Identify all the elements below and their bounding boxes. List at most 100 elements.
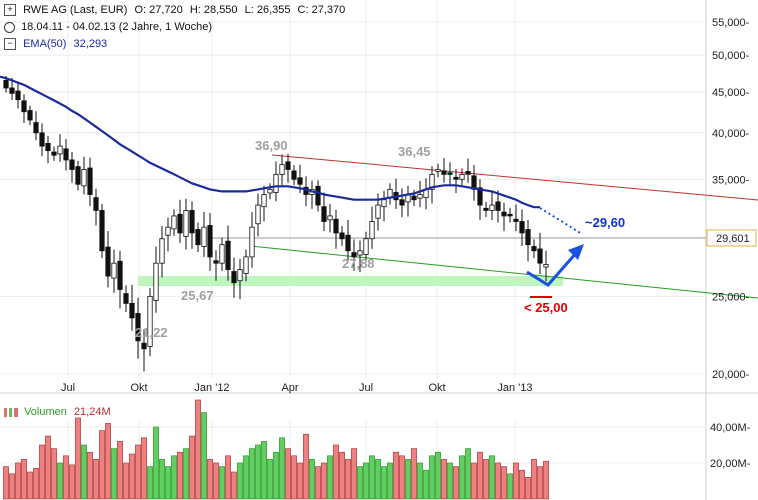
candle-body <box>477 187 483 206</box>
volume-bar <box>381 466 387 500</box>
candle-body <box>447 172 453 175</box>
volume-icon <box>4 407 18 417</box>
volume-axis: 40,00M- 20,00M- <box>710 422 751 470</box>
time-tick-label: Jul <box>359 382 373 394</box>
volume-bar <box>435 451 441 500</box>
time-tick-label: Apr <box>281 382 298 394</box>
time-axis: Jul Okt Jan '12 Apr Jul Okt Jan '13 <box>61 382 533 394</box>
candle-body <box>165 226 171 236</box>
candle-body <box>297 177 303 185</box>
candle-body <box>123 293 129 304</box>
candle-body <box>21 100 27 113</box>
volume-bar <box>411 448 417 500</box>
candle-body <box>27 110 33 121</box>
expand-icon[interactable]: + <box>4 4 16 17</box>
time-tick-label: Okt <box>130 382 147 394</box>
volume-bar <box>423 469 429 500</box>
candle-body <box>135 313 141 342</box>
volume-label: Volumen <box>24 406 67 418</box>
volume-bar <box>543 460 549 500</box>
volume-bars <box>0 399 706 500</box>
candle-body <box>141 342 147 350</box>
volume-bar <box>123 462 129 500</box>
time-tick-label: Jul <box>61 382 75 394</box>
candle-body <box>117 260 123 290</box>
volume-bar <box>15 462 21 500</box>
time-tick-label: Jan '13 <box>497 382 532 394</box>
candle-body <box>321 206 327 222</box>
volume-bar <box>27 471 33 500</box>
volume-bar <box>429 455 435 500</box>
candle-body <box>315 185 321 206</box>
volume-bar <box>459 455 465 500</box>
candlestick-series <box>3 75 549 372</box>
candle-body <box>327 215 333 221</box>
candle-body <box>267 188 273 194</box>
time-tick-label: Okt <box>428 382 445 394</box>
candle-body <box>171 215 177 230</box>
volume-bar <box>75 417 81 500</box>
volume-bar <box>273 451 279 500</box>
price-tick-label: 50,000- <box>712 50 750 62</box>
volume-bar <box>93 459 99 500</box>
candle-body <box>153 262 159 301</box>
ema-label: EMA(50) <box>23 38 67 50</box>
candle-body <box>333 218 339 234</box>
candle-body <box>99 210 105 252</box>
candle-body <box>453 176 459 180</box>
volume-bar <box>321 462 327 500</box>
candle-body <box>399 199 405 206</box>
candle-body <box>81 169 87 187</box>
volume-bar <box>219 466 225 500</box>
volume-bar <box>417 462 423 500</box>
candle-body <box>93 197 99 211</box>
volume-bar <box>3 466 9 500</box>
annotation-low-1: 27,88 <box>342 256 375 271</box>
candle-body <box>417 194 423 199</box>
remove-icon[interactable]: − <box>4 38 16 51</box>
price-tick-label: 35,000- <box>712 174 750 186</box>
candle-body <box>189 210 195 234</box>
candle-body <box>207 225 213 258</box>
candle-body <box>45 143 51 152</box>
candle-body <box>351 252 357 258</box>
volume-bar <box>57 462 63 500</box>
volume-bar <box>231 471 237 500</box>
candle-body <box>237 269 243 282</box>
volume-bar <box>249 448 255 500</box>
volume-bar <box>243 455 249 500</box>
candle-body <box>69 159 75 170</box>
annotation-high-2: 36,45 <box>398 144 431 159</box>
low-value: L: 26,355 <box>244 4 291 16</box>
candle-body <box>465 171 471 175</box>
high-value: H: 28,550 <box>189 4 238 16</box>
volume-bar <box>345 459 351 500</box>
annotation-high-1: 36,90 <box>255 138 288 153</box>
candle-body <box>243 256 249 274</box>
volume-bar <box>513 462 519 500</box>
candle-body <box>219 244 225 264</box>
chart-header: + RWE AG (Last, EUR) O: 27,720 H: 28,550… <box>4 4 349 17</box>
volume-bar <box>537 466 543 500</box>
candle-body <box>339 232 345 240</box>
candle-body <box>483 207 489 211</box>
candle-body <box>105 246 111 277</box>
candle-body <box>3 80 9 89</box>
close-value: C: 27,370 <box>297 4 346 16</box>
volume-bar <box>171 455 177 500</box>
candle-body <box>357 250 363 256</box>
volume-bar <box>237 462 243 500</box>
candle-body <box>177 213 183 234</box>
candle-body <box>129 302 135 319</box>
date-range: 18.04.11 - 04.02.13 (2 Jahre, 1 Woche) <box>21 21 213 33</box>
time-tick-label: Jan '12 <box>194 382 229 394</box>
volume-bar <box>69 464 75 500</box>
volume-bar <box>333 444 339 500</box>
candle-body <box>507 213 513 217</box>
candle-body <box>501 211 507 217</box>
volume-bar <box>21 459 27 500</box>
volume-bar <box>441 459 447 500</box>
volume-bar <box>453 466 459 500</box>
target-arrow <box>526 251 579 287</box>
volume-bar <box>39 444 45 500</box>
